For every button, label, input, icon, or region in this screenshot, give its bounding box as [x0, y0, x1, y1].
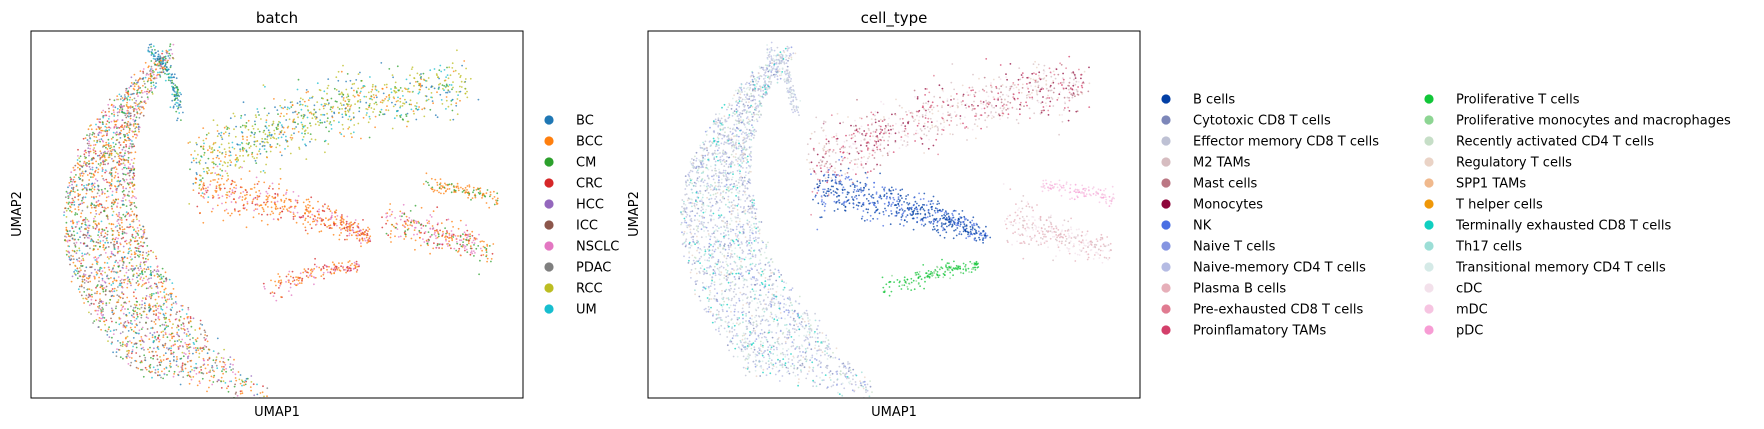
cell-type-legend-marker-b-cells: [1161, 94, 1171, 104]
cell-type-legend-marker-pdc: [1424, 325, 1434, 335]
cell-type-legend-marker-spp1-tams: [1424, 178, 1434, 188]
cell-type-panel: cell_type UMAP1 UMAP2 B cells Cytotoxic C…: [627, 9, 1731, 420]
cell-type-legend-marker-naive-memory-cd4-t-cells: [1161, 262, 1171, 272]
cell-type-legend-marker-th17-cells: [1424, 241, 1434, 251]
cell-type-legend-label-regulatory-t-cells: Regulatory T cells: [1456, 156, 1572, 171]
batch-legend-label-um: UM: [576, 303, 597, 318]
batch-legend-label-bcc: BCC: [576, 135, 603, 150]
cell-type-legend-label-cdc: cDC: [1456, 282, 1482, 297]
cell-type-legend-label-m2-tams: M2 TAMs: [1193, 156, 1251, 171]
cell-type-legend-marker-regulatory-t-cells: [1424, 157, 1434, 167]
cell-type-legend-marker-naive-t-cells: [1161, 241, 1171, 251]
batch-legend-label-hcc: HCC: [576, 198, 604, 213]
batch-legend-marker-bc: [544, 115, 554, 125]
cell-type-legend-marker-nk: [1161, 220, 1171, 230]
cell-type-legend-label-cytotoxic-cd8-t-cells: Cytotoxic CD8 T cells: [1193, 114, 1331, 129]
cell-type-legend-label-proliferative-monocytes-and-macrophages: Proliferative monocytes and macrophages: [1456, 114, 1731, 129]
cell-type-legend-label-recently-activated-cd4-t-cells: Recently activated CD4 T cells: [1456, 135, 1654, 150]
batch-legend-marker-um: [544, 304, 554, 314]
batch-title: batch: [256, 9, 298, 27]
cell-type-legend-label-transitional-memory-cd4-t-cells: Transitional memory CD4 T cells: [1455, 261, 1666, 276]
cell-type-y-axis-label: UMAP2: [627, 191, 642, 237]
cell-type-legend-label-monocytes: Monocytes: [1193, 198, 1263, 213]
batch-legend-marker-bcc: [544, 136, 554, 146]
cell-type-legend-label-effector-memory-cd8-t-cells: Effector memory CD8 T cells: [1193, 135, 1379, 150]
cell-type-legend-label-nk: NK: [1193, 219, 1212, 234]
cell-type-legend-marker-mast-cells: [1161, 178, 1171, 188]
batch-y-axis-label: UMAP2: [10, 191, 25, 237]
cell-type-legend-marker-cdc: [1424, 283, 1434, 293]
batch-x-axis-label: UMAP1: [254, 405, 300, 420]
cell-type-legend-label-terminally-exhausted-cd8-t-cells: Terminally exhausted CD8 T cells: [1455, 219, 1671, 234]
cell-type-legend-label-proliferative-t-cells: Proliferative T cells: [1456, 93, 1580, 108]
cell-type-legend-marker-plasma-b-cells: [1161, 283, 1171, 293]
batch-legend-marker-crc: [544, 178, 554, 188]
batch-legend-label-cm: CM: [576, 156, 596, 171]
cell-type-legend-label-naive-t-cells: Naive T cells: [1193, 240, 1276, 255]
batch-legend-marker-hcc: [544, 199, 554, 209]
cell-type-legend-marker-proliferative-t-cells: [1424, 94, 1434, 104]
batch-legend: BC BCC CM CRC HCC ICC NSCLC PDAC RCC UM: [544, 114, 619, 318]
cell-type-legend-label-mast-cells: Mast cells: [1193, 177, 1258, 192]
cell-type-legend-label-mdc: mDC: [1456, 303, 1488, 318]
cell-type-legend-marker-m2-tams: [1161, 157, 1171, 167]
cell-type-legend-label-spp1-tams: SPP1 TAMs: [1456, 177, 1526, 192]
batch-legend-label-icc: ICC: [576, 219, 598, 234]
cell-type-legend-label-b-cells: B cells: [1193, 93, 1235, 108]
batch-legend-marker-nsclc: [544, 241, 554, 251]
batch-legend-marker-icc: [544, 220, 554, 230]
cell-type-legend-label-plasma-b-cells: Plasma B cells: [1193, 282, 1286, 297]
cell-type-legend-label-proinflamatory-tams: Proinflamatory TAMs: [1193, 324, 1327, 339]
batch-axes-frame: [30, 30, 524, 399]
cell-type-axes-frame: [647, 30, 1141, 399]
batch-legend-label-bc: BC: [576, 114, 594, 129]
cell-type-legend-marker-recently-activated-cd4-t-cells: [1424, 136, 1434, 146]
batch-legend-marker-pdac: [544, 262, 554, 272]
batch-panel: batch UMAP1 UMAP2 BC BCC CM CRC HCC ICC NSCLC P…: [10, 9, 619, 420]
cell-type-scatter-points: [680, 41, 1115, 398]
batch-legend-marker-cm: [544, 157, 554, 167]
cell-type-legend-label-naive-memory-cd4-t-cells: Naive-memory CD4 T cells: [1193, 261, 1366, 276]
cell-type-legend-marker-pre-exhausted-cd8-t-cells: [1161, 304, 1171, 314]
batch-scatter-points: [63, 43, 499, 398]
cell-type-legend-label-pre-exhausted-cd8-t-cells: Pre-exhausted CD8 T cells: [1193, 303, 1363, 318]
cell-type-legend-marker-proinflamatory-tams: [1161, 325, 1171, 335]
batch-legend-label-rcc: RCC: [576, 282, 603, 297]
batch-legend-label-pdac: PDAC: [576, 261, 611, 276]
cell-type-legend-marker-mdc: [1424, 304, 1434, 314]
batch-legend-marker-rcc: [544, 283, 554, 293]
cell-type-title: cell_type: [861, 9, 928, 28]
cell-type-legend-marker-terminally-exhausted-cd8-t-cells: [1424, 220, 1434, 230]
cell-type-legend-label-th17-cells: Th17 cells: [1455, 240, 1522, 255]
cell-type-legend-label-pdc: pDC: [1456, 324, 1483, 339]
cell-type-x-axis-label: UMAP1: [871, 405, 917, 420]
batch-legend-label-nsclc: NSCLC: [576, 240, 619, 255]
cell-type-legend: B cells Cytotoxic CD8 T cells Effector mem…: [1161, 93, 1731, 339]
cell-type-legend-marker-proliferative-monocytes-and-macrophages: [1424, 115, 1434, 125]
batch-legend-label-crc: CRC: [576, 177, 603, 192]
cell-type-legend-marker-t-helper-cells: [1424, 199, 1434, 209]
cell-type-legend-marker-effector-memory-cd8-t-cells: [1161, 136, 1171, 146]
cell-type-legend-marker-transitional-memory-cd4-t-cells: [1424, 262, 1434, 272]
cell-type-legend-marker-monocytes: [1161, 199, 1171, 209]
cell-type-legend-label-t-helper-cells: T helper cells: [1455, 198, 1543, 213]
cell-type-legend-marker-cytotoxic-cd8-t-cells: [1161, 115, 1171, 125]
